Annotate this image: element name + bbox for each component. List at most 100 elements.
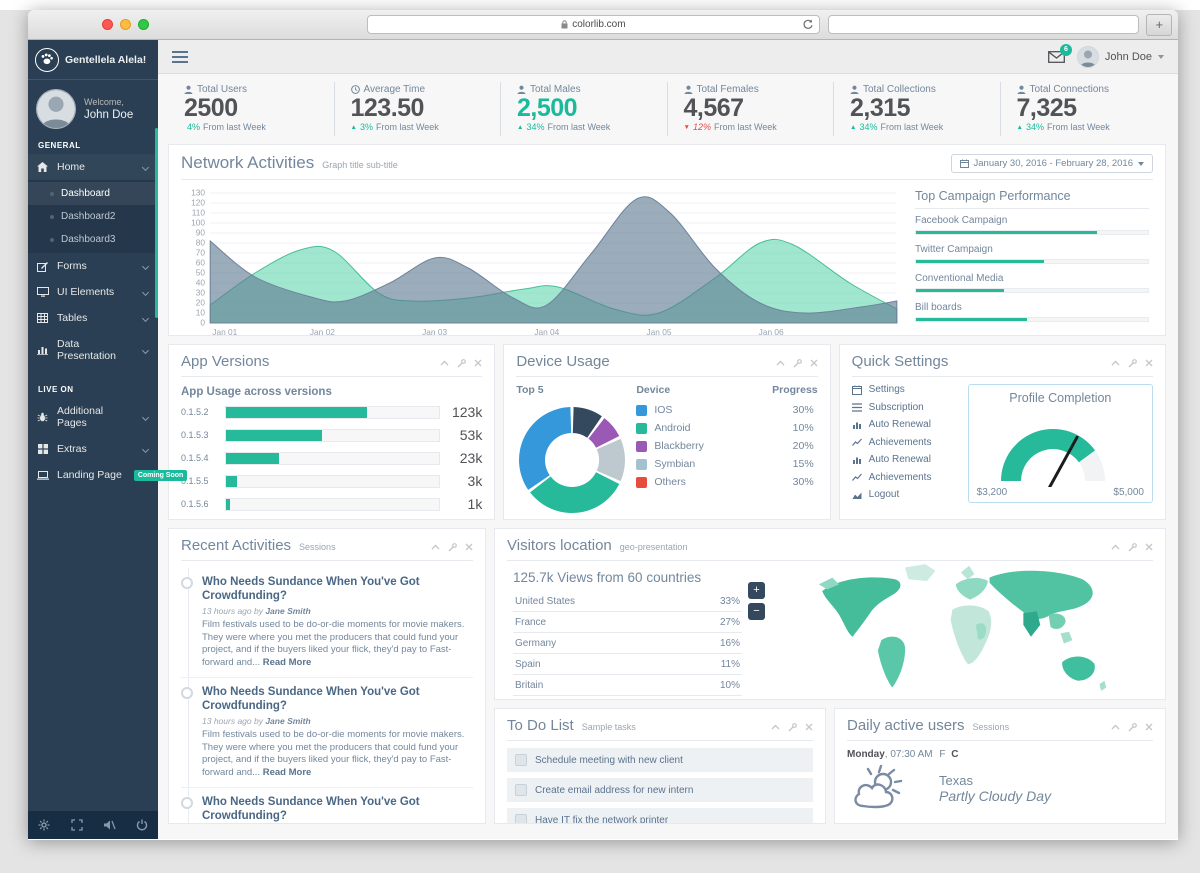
user-icon [850,85,859,94]
map-zoom-out-button[interactable]: − [748,603,765,620]
profile-avatar[interactable] [36,89,76,129]
sidebar-subitem-dashboard3[interactable]: Dashboard3 [28,228,158,251]
collapse-icon[interactable] [776,360,785,366]
legend-swatch [636,458,648,470]
top-navbar: 6 John Doe [158,40,1178,74]
sidebar-item-forms[interactable]: Forms [28,253,158,279]
collapse-icon[interactable] [1111,544,1120,550]
top-campaign-performance: Top Campaign Performance Facebook Campai… [901,187,1153,327]
collapse-icon[interactable] [440,360,449,366]
sidebar-item-tables[interactable]: Tables [28,305,158,331]
table-row: Britain 10% [513,675,742,696]
sidebar-subitem-dashboard2[interactable]: Dashboard2 [28,205,158,228]
fahrenheit-toggle[interactable]: F [939,749,946,760]
close-icon[interactable] [465,543,473,551]
svg-text:130: 130 [191,189,205,198]
close-window-button[interactable] [102,19,113,30]
network-activities-panel: Network Activities Graph title sub-title… [168,144,1166,337]
menu-toggle-icon[interactable] [172,50,188,63]
address-bar[interactable]: colorlib.com [367,15,820,34]
wrench-icon[interactable] [788,722,797,732]
legend-item: Blackberry 20% [636,440,814,452]
collapse-icon[interactable] [771,724,780,730]
brand[interactable]: Gentellela Alela! [28,40,158,80]
mute-icon[interactable] [93,811,126,839]
table-row: United States 33% [513,591,742,612]
chevron-down-icon [141,288,150,296]
browser-window: colorlib.com + Gentellela Alela! Welcome… [28,10,1178,840]
close-icon[interactable] [1145,543,1153,551]
legend-item: IOS 30% [636,404,814,416]
activity-title[interactable]: Who Needs Sundance When You've Got Crowd… [202,686,420,713]
messages-button[interactable]: 6 [1047,43,1072,63]
quick-settings-link[interactable]: Achievements [851,472,960,483]
quick-settings-link[interactable]: Settings [851,384,960,395]
sidebar-item-additional-pages[interactable]: Additional Pages [28,398,158,436]
sidebar-item-extras[interactable]: Extras [28,436,158,462]
campaign-row: Bill boards [915,302,1149,322]
close-icon[interactable] [1145,723,1153,731]
sidebar-item-data-presentation[interactable]: Data Presentation [28,331,158,369]
wrench-icon[interactable] [793,358,802,368]
search-field[interactable] [827,15,1140,34]
activity-title[interactable]: Who Needs Sundance When You've Got Crowd… [202,576,420,603]
read-more-link[interactable]: Read More [262,767,312,779]
sidebar-scrollbar[interactable] [155,128,158,318]
settings-gear-icon[interactable] [28,811,61,839]
collapse-icon[interactable] [431,544,440,550]
zoom-window-button[interactable] [138,19,149,30]
power-icon[interactable] [126,811,159,839]
close-icon[interactable] [1145,359,1153,367]
legend-swatch [636,422,648,434]
wrench-icon[interactable] [1128,358,1137,368]
date-range-button[interactable]: January 30, 2016 - February 28, 2016 [950,154,1153,173]
bug-icon [36,412,49,423]
area-chart-icon [852,492,862,499]
close-icon[interactable] [810,359,818,367]
fullscreen-icon[interactable] [61,811,94,839]
checkbox[interactable] [515,754,527,766]
sidebar-item-home[interactable]: Home [28,154,158,180]
bullet-icon [181,577,193,589]
legend-swatch [636,404,648,416]
quick-settings-link[interactable]: Auto Renewal [852,454,960,465]
user-menu[interactable]: John Doe [1076,45,1164,68]
new-tab-button[interactable]: + [1146,13,1172,36]
chevron-down-icon [141,262,150,270]
collapse-icon[interactable] [1111,724,1120,730]
sidebar-item-ui-elements[interactable]: UI Elements [28,279,158,305]
minimize-window-button[interactable] [120,19,131,30]
campaign-row: Conventional Media [915,273,1149,293]
quick-settings-link[interactable]: Auto Renewal [852,419,960,430]
read-more-link[interactable]: Read More [262,657,312,669]
svg-text:100: 100 [191,219,205,228]
stat-total-females: Total Females 4,567 ▼ 12% From last Week [666,82,834,136]
reload-icon[interactable] [802,18,814,31]
wrench-icon[interactable] [448,542,457,552]
wrench-icon[interactable] [1128,722,1137,732]
wrench-icon[interactable] [1128,542,1137,552]
quick-settings-link[interactable]: Subscription [851,402,960,413]
world-map[interactable] [771,563,1153,691]
table-row: Spain 11% [513,654,742,675]
legend-item: Others 30% [636,476,814,488]
collapse-icon[interactable] [1111,360,1120,366]
close-icon[interactable] [474,359,482,367]
checkbox[interactable] [515,784,527,796]
checkbox[interactable] [515,814,527,823]
sidebar-item-landing-page[interactable]: Landing Page Coming Soon [28,462,188,488]
map-zoom-in-button[interactable]: + [748,582,765,599]
profile-completion-gauge: Profile Completion $3,200 $5,000 [967,384,1153,503]
sidebar-subitem-dashboard[interactable]: Dashboard [28,182,158,205]
wrench-icon[interactable] [457,358,467,368]
quick-settings-link[interactable]: Achievements [851,437,960,448]
col-top5: Top 5 [516,384,544,396]
section-liveon-label: LIVE ON [38,385,74,394]
monitor-icon [36,287,49,297]
legend-swatch [636,440,648,452]
close-icon[interactable] [805,723,813,731]
celsius-toggle[interactable]: C [951,749,959,760]
activity-title[interactable]: Who Needs Sundance When You've Got Crowd… [202,796,420,823]
quick-settings-link[interactable]: Logout [852,489,960,500]
visitors-table: 125.7k Views from 60 countries United St… [507,568,742,696]
